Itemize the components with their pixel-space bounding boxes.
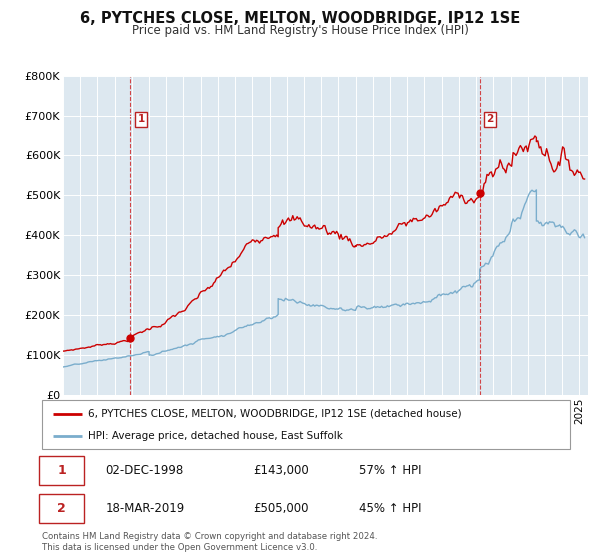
Text: Contains HM Land Registry data © Crown copyright and database right 2024.: Contains HM Land Registry data © Crown c… [42, 532, 377, 541]
Text: 57% ↑ HPI: 57% ↑ HPI [359, 464, 421, 477]
FancyBboxPatch shape [40, 456, 84, 485]
FancyBboxPatch shape [42, 400, 570, 449]
Text: £505,000: £505,000 [253, 502, 309, 515]
Text: 1: 1 [58, 464, 66, 477]
Text: 02-DEC-1998: 02-DEC-1998 [106, 464, 184, 477]
Text: This data is licensed under the Open Government Licence v3.0.: This data is licensed under the Open Gov… [42, 543, 317, 552]
Text: 6, PYTCHES CLOSE, MELTON, WOODBRIDGE, IP12 1SE: 6, PYTCHES CLOSE, MELTON, WOODBRIDGE, IP… [80, 11, 520, 26]
Text: 2: 2 [487, 114, 494, 124]
Text: 45% ↑ HPI: 45% ↑ HPI [359, 502, 421, 515]
Text: 2: 2 [58, 502, 66, 515]
Text: HPI: Average price, detached house, East Suffolk: HPI: Average price, detached house, East… [88, 431, 343, 441]
Text: 6, PYTCHES CLOSE, MELTON, WOODBRIDGE, IP12 1SE (detached house): 6, PYTCHES CLOSE, MELTON, WOODBRIDGE, IP… [88, 409, 462, 419]
Text: Price paid vs. HM Land Registry's House Price Index (HPI): Price paid vs. HM Land Registry's House … [131, 24, 469, 37]
FancyBboxPatch shape [40, 494, 84, 523]
Text: 18-MAR-2019: 18-MAR-2019 [106, 502, 185, 515]
Text: £143,000: £143,000 [253, 464, 309, 477]
Text: 1: 1 [137, 114, 145, 124]
